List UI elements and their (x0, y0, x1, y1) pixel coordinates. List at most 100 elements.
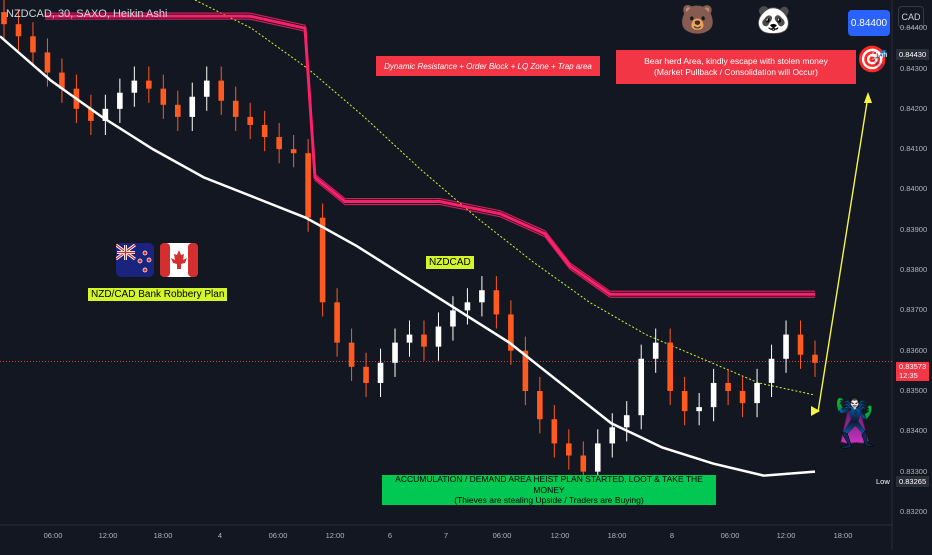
candle-body (392, 342, 398, 363)
y-tick-label: 0.84200 (900, 103, 928, 113)
y-tick-label: 0.84300 (900, 63, 928, 73)
x-tick-label: 06:00 (268, 531, 288, 540)
candle-body (797, 334, 804, 355)
high-value-tag: 0.84430 (896, 49, 930, 60)
candle-body (276, 137, 282, 150)
flag-group (115, 243, 200, 284)
pair-label: NZDCAD (426, 256, 474, 269)
candle-body (15, 24, 22, 37)
candle-body (334, 302, 340, 343)
y-tick-label: 0.83400 (900, 426, 928, 436)
new-zealand-flag-icon (115, 243, 154, 277)
x-tick-label: 12:00 (550, 531, 570, 540)
moving-average-line (0, 35, 816, 477)
candle-body (319, 217, 326, 303)
flags-svg (115, 243, 198, 277)
candle-body (435, 326, 442, 347)
x-tick-label: 7 (443, 531, 449, 540)
x-tick-label: 06:00 (720, 531, 740, 540)
canada-flag-icon (160, 243, 198, 277)
candle-body (30, 36, 36, 53)
y-tick-label: 0.83600 (900, 345, 928, 355)
candle-body (232, 100, 239, 117)
candle-body (1, 12, 7, 25)
candle-body (493, 290, 500, 315)
thief-icon: 🦹 (826, 397, 884, 449)
candle-body (131, 80, 138, 93)
candle-body (377, 362, 384, 383)
x-tick-label: 12:00 (98, 531, 118, 540)
target-price-badge: 0.84400 (848, 10, 890, 36)
x-tick-label: 8 (669, 531, 675, 540)
candle-body (667, 342, 673, 392)
currency-button[interactable]: CAD (898, 6, 924, 28)
heist-note-line1: ACCUMULATION / DEMAND AREA HEIST PLAN ST… (395, 474, 703, 495)
candle-body (290, 149, 297, 154)
candle-body (261, 124, 268, 138)
candle-body (406, 334, 413, 343)
projection-arrow-line (817, 95, 869, 413)
candle-body (117, 92, 123, 109)
x-tick-label: 18:00 (607, 531, 627, 540)
y-tick-label: 0.84400 (900, 23, 928, 33)
candle-body (59, 72, 65, 89)
candle-body (681, 391, 688, 412)
y-tick-label: 0.83700 (900, 305, 928, 315)
target-icon: 🎯 (856, 44, 889, 74)
x-tick-label: 4 (217, 531, 223, 540)
projection-arrow-head (864, 92, 872, 103)
candle-body (189, 96, 196, 117)
y-tick-label: 0.84100 (900, 144, 928, 154)
candle-body (247, 116, 253, 125)
x-tick-label: 06:00 (43, 531, 63, 540)
candle-body (522, 350, 529, 392)
trailing-stop-line (194, 0, 816, 396)
x-tick-label: 12:00 (776, 531, 796, 540)
candle-body (725, 382, 731, 392)
pointer-line (760, 405, 815, 410)
bear-note-line2: (Market Pullback / Consolidation will Oc… (654, 67, 818, 77)
low-label: Low (876, 477, 890, 486)
y-tick-label: 0.84000 (900, 184, 928, 194)
countdown: 12:35 (899, 370, 918, 380)
candle-body (146, 80, 152, 89)
resistance-band-line-2 (45, 18, 815, 298)
x-tick-label: 06:00 (492, 531, 512, 540)
candle-body (638, 358, 645, 416)
candle-body (566, 443, 572, 456)
candle-body (594, 443, 601, 472)
bear-note-line1: Bear herd Area, kindly escape with stole… (644, 56, 828, 67)
y-tick-label: 0.83500 (900, 386, 928, 395)
candle-body (537, 391, 543, 420)
candle-body (652, 342, 659, 359)
bear-icon: 🐻 (680, 4, 715, 35)
x-tick-label: 18:00 (833, 531, 853, 540)
candle-body (479, 290, 485, 303)
high-label: High (872, 50, 888, 59)
candle-body (421, 334, 427, 347)
low-value-tag: 0.83265 (896, 476, 930, 487)
panda-icon: 🐼 (756, 4, 791, 35)
candle-body (44, 52, 51, 73)
resistance-callout: Dynamic Resistance + Order Block + LQ Zo… (376, 56, 600, 76)
candle-body (783, 334, 789, 359)
candle-body (450, 310, 456, 327)
candle-body (623, 415, 630, 428)
candle-body (218, 80, 225, 101)
candle-body (754, 382, 760, 404)
current-price: 0.83573 (899, 362, 927, 371)
y-tick-label: 0.83200 (900, 506, 928, 516)
candle-body (102, 108, 109, 121)
y-tick-label: 0.83800 (900, 265, 928, 275)
x-tick-label: 12:00 (325, 531, 345, 540)
heist-note-line2: (Thieves are stealing Upside / Traders a… (454, 495, 644, 506)
candle-body (551, 419, 558, 444)
bear-area-note: Bear herd Area, kindly escape with stole… (616, 50, 856, 84)
symbol-title[interactable]: NZDCAD, 30, SAXO, Heikin Ashi (6, 8, 168, 20)
y-tick-label: 0.83900 (900, 224, 928, 234)
y-tick-label: 0.83300 (900, 466, 928, 476)
plan-label: NZD/CAD Bank Robbery Plan (88, 288, 228, 301)
resistance-band-line-1 (45, 14, 815, 296)
